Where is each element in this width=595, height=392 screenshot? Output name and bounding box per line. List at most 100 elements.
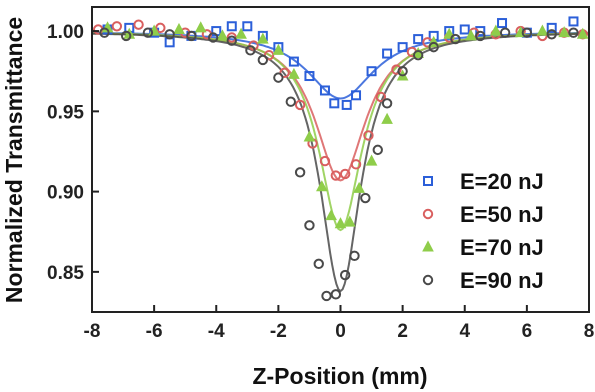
y-tick-label: 0.95 xyxy=(47,102,84,123)
data-point xyxy=(288,56,299,67)
data-point xyxy=(235,27,247,39)
data-point xyxy=(164,37,175,48)
data-point xyxy=(120,30,132,42)
data-point xyxy=(497,18,508,29)
data-point xyxy=(321,290,332,302)
data-point xyxy=(413,34,424,45)
data-point xyxy=(558,26,570,38)
data-point xyxy=(186,30,197,42)
data-point xyxy=(568,16,579,27)
data-point xyxy=(382,48,393,59)
data-point xyxy=(155,22,166,34)
data-point xyxy=(365,154,378,166)
data-markers xyxy=(93,16,589,302)
data-point xyxy=(489,24,502,36)
data-point xyxy=(242,21,253,32)
data-point xyxy=(381,98,393,109)
legend-label: E=20 nJ xyxy=(460,169,544,194)
data-point xyxy=(459,24,470,35)
x-tick-label: 4 xyxy=(459,321,470,342)
data-point xyxy=(536,24,549,36)
data-point xyxy=(273,72,284,83)
legend-label: E=90 nJ xyxy=(460,268,544,293)
data-point xyxy=(546,22,557,33)
legend-marker xyxy=(422,208,434,220)
data-point xyxy=(294,167,306,178)
x-tick-label: 2 xyxy=(397,321,408,342)
data-point xyxy=(397,66,408,77)
fit-curve xyxy=(92,32,589,232)
data-point xyxy=(568,27,579,38)
data-point xyxy=(334,217,347,229)
plot-frame xyxy=(91,6,590,313)
data-point xyxy=(319,85,330,96)
x-axis-ticks: -8 -6 -4 -2 0 2 4 6 8 xyxy=(84,305,595,342)
data-point xyxy=(329,98,340,109)
data-point xyxy=(546,29,557,40)
data-point xyxy=(257,54,269,66)
data-point xyxy=(325,209,338,221)
data-point xyxy=(226,21,237,32)
data-point xyxy=(339,168,351,180)
data-point xyxy=(391,64,402,75)
data-point xyxy=(304,220,315,231)
data-point xyxy=(375,91,387,103)
x-tick-label: -2 xyxy=(270,321,287,342)
legend-marker xyxy=(423,176,433,186)
data-point xyxy=(363,130,374,141)
legend: E=20 nJ E=50 nJ E=70 nJ E=90 nJ xyxy=(422,169,544,293)
legend-marker xyxy=(422,240,434,252)
x-axis-label: Z-Position (mm) xyxy=(252,363,427,389)
data-point xyxy=(339,269,351,281)
data-point xyxy=(142,27,154,38)
data-point xyxy=(475,26,486,37)
y-axis-ticks: 0.85 0.90 0.95 1.00 xyxy=(47,22,99,284)
data-point xyxy=(351,90,362,101)
y-axis-label: Normalized Transmittance xyxy=(1,17,27,303)
legend-marker xyxy=(422,274,434,286)
x-tick-label: 0 xyxy=(335,321,346,342)
data-point xyxy=(450,33,461,45)
data-point xyxy=(207,32,219,43)
data-point xyxy=(349,250,360,262)
data-point xyxy=(173,22,185,34)
data-point xyxy=(521,27,533,38)
data-point xyxy=(366,66,377,77)
data-point xyxy=(343,215,356,227)
legend-label: E=50 nJ xyxy=(460,202,544,227)
data-point xyxy=(303,130,316,142)
legend-label: E=70 nJ xyxy=(460,235,544,260)
data-point xyxy=(313,258,324,270)
x-tick-label: 8 xyxy=(584,321,595,342)
y-tick-label: 0.90 xyxy=(47,183,84,204)
data-point xyxy=(285,96,296,107)
data-point xyxy=(316,180,328,192)
data-point xyxy=(257,32,269,44)
x-tick-label: -8 xyxy=(84,321,101,342)
x-tick-label: -6 xyxy=(146,321,163,342)
data-point xyxy=(330,170,342,181)
data-point xyxy=(341,99,352,110)
data-point xyxy=(465,29,477,41)
data-point xyxy=(397,42,408,53)
data-point xyxy=(412,49,424,61)
data-point xyxy=(263,49,275,61)
data-point xyxy=(294,99,306,111)
data-point xyxy=(111,21,123,32)
data-point xyxy=(353,181,365,193)
data-point xyxy=(133,19,144,30)
data-point xyxy=(164,29,175,40)
data-point xyxy=(360,192,371,204)
data-point xyxy=(350,159,362,170)
fit-curve xyxy=(92,32,589,182)
data-point xyxy=(475,30,486,42)
data-point xyxy=(576,27,589,39)
y-tick-label: 0.85 xyxy=(47,263,84,284)
y-tick-label: 1.00 xyxy=(47,22,84,43)
data-point xyxy=(330,289,342,300)
data-point xyxy=(319,155,331,167)
data-point xyxy=(304,71,315,82)
data-point xyxy=(99,27,110,38)
data-point xyxy=(372,144,383,156)
